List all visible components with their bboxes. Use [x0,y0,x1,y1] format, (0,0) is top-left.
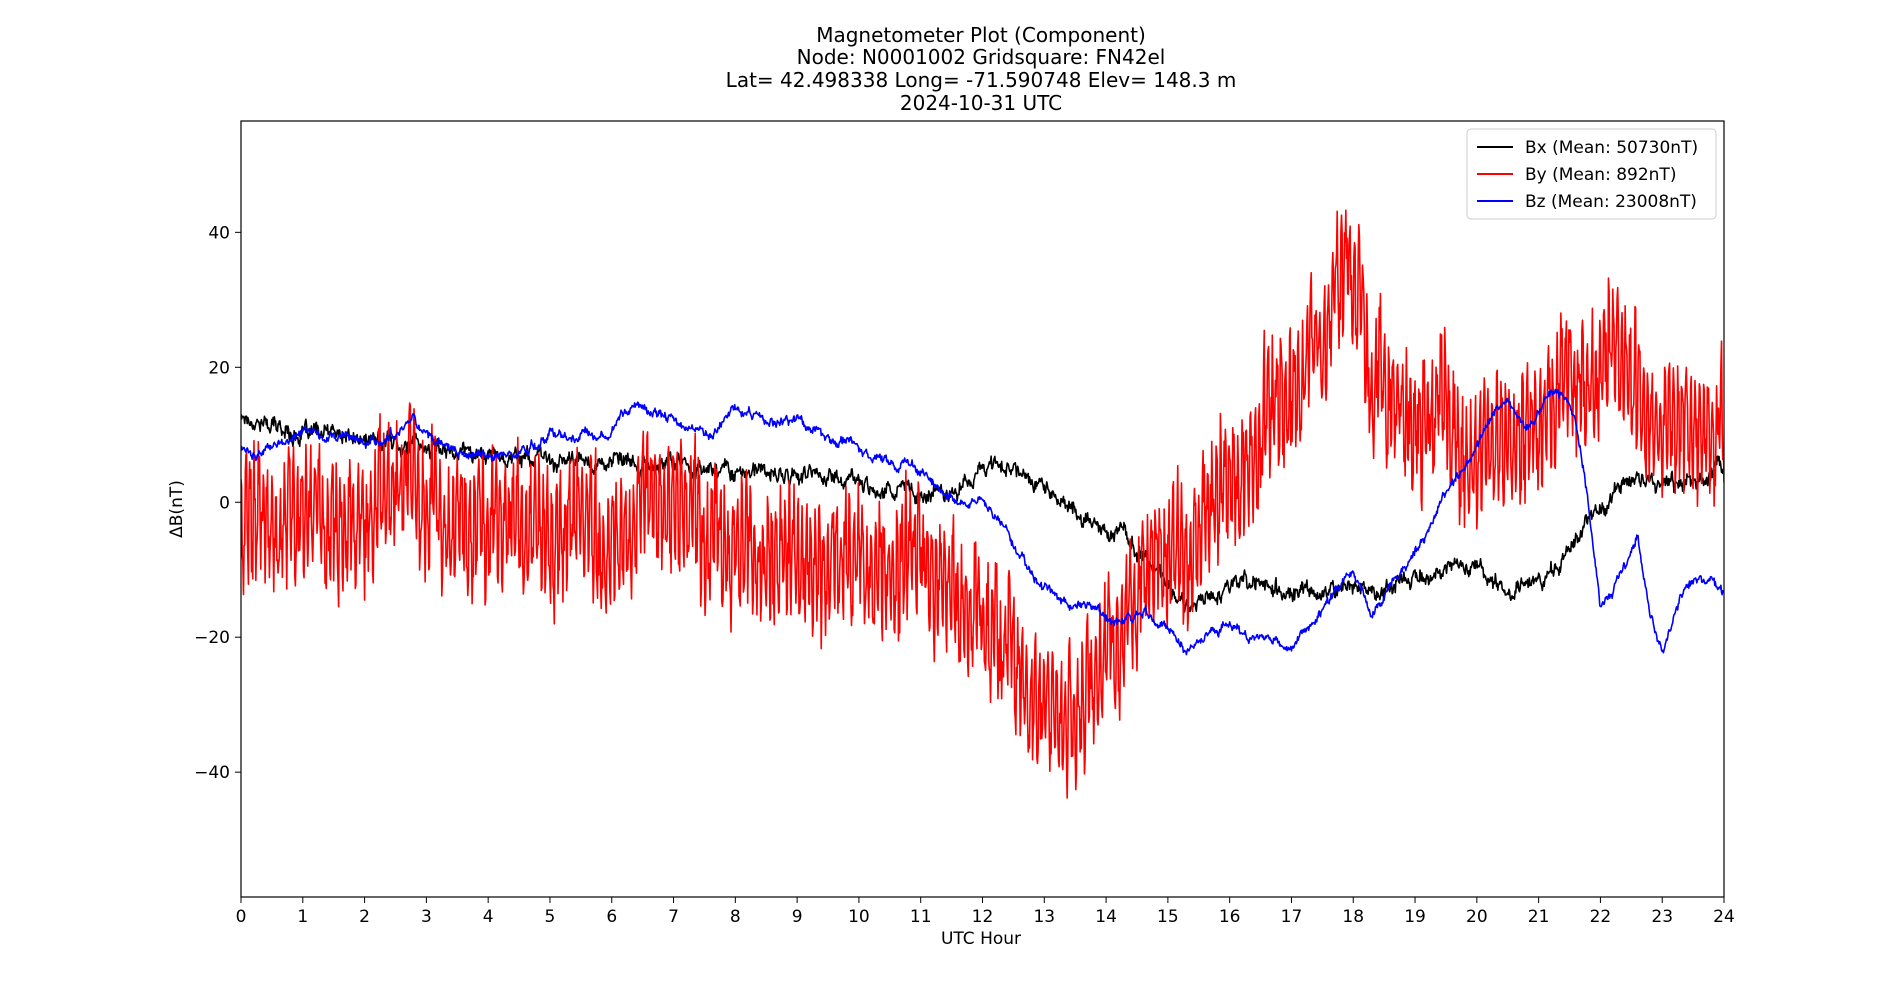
x-tick-label-0: 0 [236,907,247,927]
y-tick-label--20: −20 [194,628,230,648]
title-line-4: 2024-10-31 UTC [900,91,1062,115]
y-axis: −40 −20 0 20 40 [194,223,241,783]
x-tick-label-24: 24 [1713,907,1735,927]
x-tick-label-18: 18 [1342,907,1364,927]
legend: Bx (Mean: 50730nT) By (Mean: 892nT) Bz (Me… [1466,128,1717,220]
title-line-2: Node: N0001002 Gridsquare: FN42el [797,45,1166,69]
series-line-bx [241,414,1724,613]
x-axis: 0 1 2 3 4 5 6 7 8 9 10 11 12 13 14 15 16 17 18 19 20 21 22 23 24 [236,897,1735,927]
plot-frame [240,120,1725,898]
series-line-bz [241,388,1724,656]
x-tick-label-19: 19 [1404,907,1426,927]
title-line-3: Lat= 42.498338 Long= -71.590748 Elev= 14… [726,68,1237,92]
x-axis-label: UTC Hour [941,929,1021,949]
y-tick-label-40: 40 [208,223,230,243]
legend-label-bx: Bx (Mean: 50730nT) [1525,138,1698,158]
x-tick-label-17: 17 [1281,907,1303,927]
x-tick-label-22: 22 [1590,907,1612,927]
y-axis-label: ΔB(nT) [167,480,187,538]
y-tick-label--40: −40 [194,763,230,783]
x-tick-label-4: 4 [483,907,494,927]
x-tick-label-15: 15 [1157,907,1179,927]
x-tick-label-12: 12 [972,907,994,927]
chart-title: Magnetometer Plot (Component) Node: N000… [726,23,1237,115]
x-tick-label-2: 2 [359,907,370,927]
y-tick-label-20: 20 [208,358,230,378]
x-tick-label-21: 21 [1528,907,1550,927]
y-tick-label-0: 0 [219,493,230,513]
legend-label-bz: Bz (Mean: 23008nT) [1525,192,1697,212]
x-tick-label-8: 8 [730,907,741,927]
x-tick-label-10: 10 [848,907,870,927]
series-layer [241,209,1724,799]
x-tick-label-7: 7 [668,907,679,927]
legend-label-by: By (Mean: 892nT) [1525,165,1676,185]
x-tick-label-20: 20 [1466,907,1488,927]
series-line-by [241,209,1724,799]
x-tick-label-13: 13 [1033,907,1055,927]
x-tick-label-5: 5 [545,907,556,927]
x-tick-label-23: 23 [1651,907,1673,927]
x-tick-label-3: 3 [421,907,432,927]
x-tick-label-16: 16 [1219,907,1241,927]
legend-box [1466,128,1717,220]
x-tick-label-1: 1 [297,907,308,927]
x-tick-label-14: 14 [1095,907,1117,927]
x-tick-label-11: 11 [910,907,932,927]
x-tick-label-9: 9 [792,907,803,927]
x-tick-label-6: 6 [606,907,617,927]
title-line-1: Magnetometer Plot (Component) [816,23,1146,47]
